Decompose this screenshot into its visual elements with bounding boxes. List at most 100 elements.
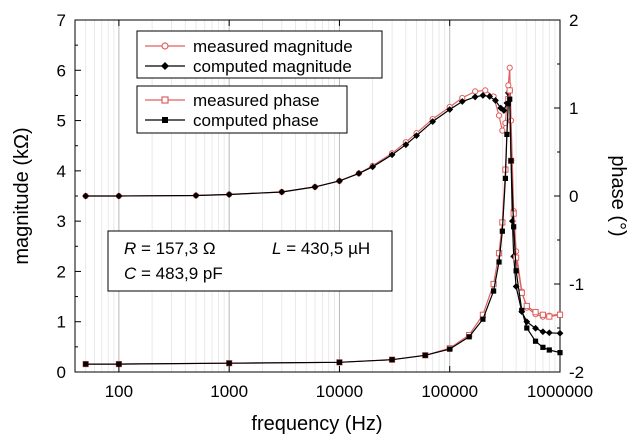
computed-magnitude-point: [479, 92, 487, 99]
measured-magnitude-point: [507, 117, 515, 124]
computed-phase-point: [502, 175, 509, 181]
measured-phase-point: [513, 254, 520, 261]
y-right-tick-label: 2: [569, 11, 578, 30]
legend-box-magnitude: [136, 30, 383, 79]
measured-magnitude-point: [506, 64, 513, 71]
computed-magnitude-point: [545, 329, 553, 337]
computed-phase-point: [504, 131, 510, 137]
measured-magnitude-point: [499, 127, 506, 134]
y-left-tick-label: 5: [57, 112, 66, 131]
computed-magnitude-line: [85, 88, 561, 334]
measured-phase-point: [532, 309, 539, 316]
measured-phase-point: [546, 313, 553, 320]
annotation-r: R = 157,3 Ω: [124, 239, 216, 258]
x-tick-label: 10000: [316, 382, 363, 401]
computed-magnitude-point: [429, 118, 437, 125]
computed-magnitude-point: [556, 329, 564, 337]
computed-magnitude-point: [388, 151, 396, 159]
computed-phase-point: [507, 96, 513, 102]
measured-phase-point: [490, 280, 497, 288]
y-right-tick-label: -1: [569, 275, 584, 294]
legend-marker-computed-phase: [162, 117, 168, 123]
computed-phase-point: [389, 357, 395, 363]
computed-phase-point: [513, 268, 519, 274]
computed-phase-point: [83, 361, 89, 367]
x-tick-label: 1000000: [527, 382, 593, 401]
computed-phase-point: [511, 224, 517, 230]
computed-phase-point: [226, 360, 232, 366]
computed-magnitude-point: [486, 93, 494, 100]
computed-phase-point: [466, 334, 472, 340]
x-tick-label: 100000: [421, 382, 478, 401]
y-left-tick-label: 3: [57, 212, 66, 231]
computed-phase-point: [519, 307, 525, 313]
computed-magnitude-point: [311, 183, 319, 191]
legend-label-computed-magnitude: computed magnitude: [193, 57, 352, 76]
y-right-tick-label: 0: [569, 187, 578, 206]
y-left-tick-label: 4: [57, 162, 66, 181]
y-left-tick-label: 7: [57, 11, 66, 30]
measured-magnitude-point: [495, 112, 503, 119]
measured-magnitude-point: [472, 88, 479, 95]
computed-magnitude-point: [500, 107, 508, 114]
series-layer: [82, 64, 564, 368]
measured-magnitude-point: [482, 87, 489, 94]
y-left-tick-label: 2: [57, 262, 66, 281]
x-axis-label: frequency (Hz): [251, 413, 382, 435]
y-right-tick-label: -2: [569, 363, 584, 382]
legend-marker-measured-magnitude: [161, 42, 169, 50]
computed-magnitude-point: [446, 106, 454, 113]
computed-phase-point: [496, 259, 502, 265]
computed-phase-point: [524, 325, 530, 331]
computed-magnitude-point: [369, 163, 377, 171]
y-left-tick-label: 1: [57, 313, 66, 332]
computed-magnitude-point: [512, 283, 520, 290]
y-left-axis-label: magnitude (kΩ): [11, 127, 33, 264]
computed-magnitude-point: [532, 324, 539, 332]
computed-magnitude-point: [402, 141, 410, 149]
computed-phase-point: [532, 338, 539, 344]
legend-marker-computed-magnitude: [161, 62, 169, 70]
legend-label-measured-magnitude: measured magnitude: [193, 37, 353, 56]
computed-phase-point: [499, 228, 505, 234]
computed-magnitude-point: [355, 169, 363, 177]
x-tick-label: 1000: [210, 382, 248, 401]
computed-magnitude-point: [492, 97, 499, 104]
annotation-l: L = 430,5 µH: [272, 239, 370, 258]
measured-phase-point: [539, 311, 547, 318]
computed-phase-point: [540, 344, 546, 350]
parameter-annotation: R = 157,3 Ω L = 430,5 µH C = 483,9 pF: [107, 230, 393, 292]
measured-phase-point: [495, 250, 503, 257]
computed-phase-point: [508, 158, 514, 164]
computed-magnitude-point: [192, 192, 200, 199]
computed-phase-point: [505, 101, 511, 107]
computed-magnitude-point: [82, 192, 90, 200]
annotation-box: [107, 230, 393, 292]
annotation-c: C = 483,9 pF: [124, 264, 223, 283]
computed-magnitude-point: [471, 93, 479, 101]
measured-phase-point: [523, 302, 530, 310]
computed-magnitude-point: [115, 192, 123, 200]
x-tick-label: 100: [105, 382, 133, 401]
computed-magnitude-point: [225, 191, 233, 198]
measured-phase-point: [556, 311, 564, 318]
computed-phase-point: [557, 350, 563, 356]
computed-magnitude-point: [539, 328, 547, 336]
computed-magnitude-point: [278, 188, 286, 196]
legend-box-phase: [136, 85, 348, 134]
axes-layer: 100 1000 10000 100000 1000000 0 1 2 3 4 5 6 7 -2 -1 0 1 2: [57, 11, 594, 401]
computed-phase-point: [491, 288, 497, 294]
computed-phase-point: [116, 361, 122, 367]
legend-label-computed-phase: computed phase: [193, 111, 319, 130]
computed-phase-point: [480, 316, 486, 322]
computed-phase-point: [447, 346, 453, 352]
y-left-tick-label: 0: [57, 363, 66, 382]
computed-magnitude-point: [336, 177, 343, 185]
legend-label-measured-phase: measured phase: [193, 91, 320, 110]
measured-phase-point: [506, 87, 513, 94]
y-left-tick-label: 6: [57, 61, 66, 80]
legend-marker-measured-phase: [161, 96, 169, 104]
computed-magnitude-point: [458, 98, 466, 105]
computed-magnitude-point: [413, 132, 420, 140]
